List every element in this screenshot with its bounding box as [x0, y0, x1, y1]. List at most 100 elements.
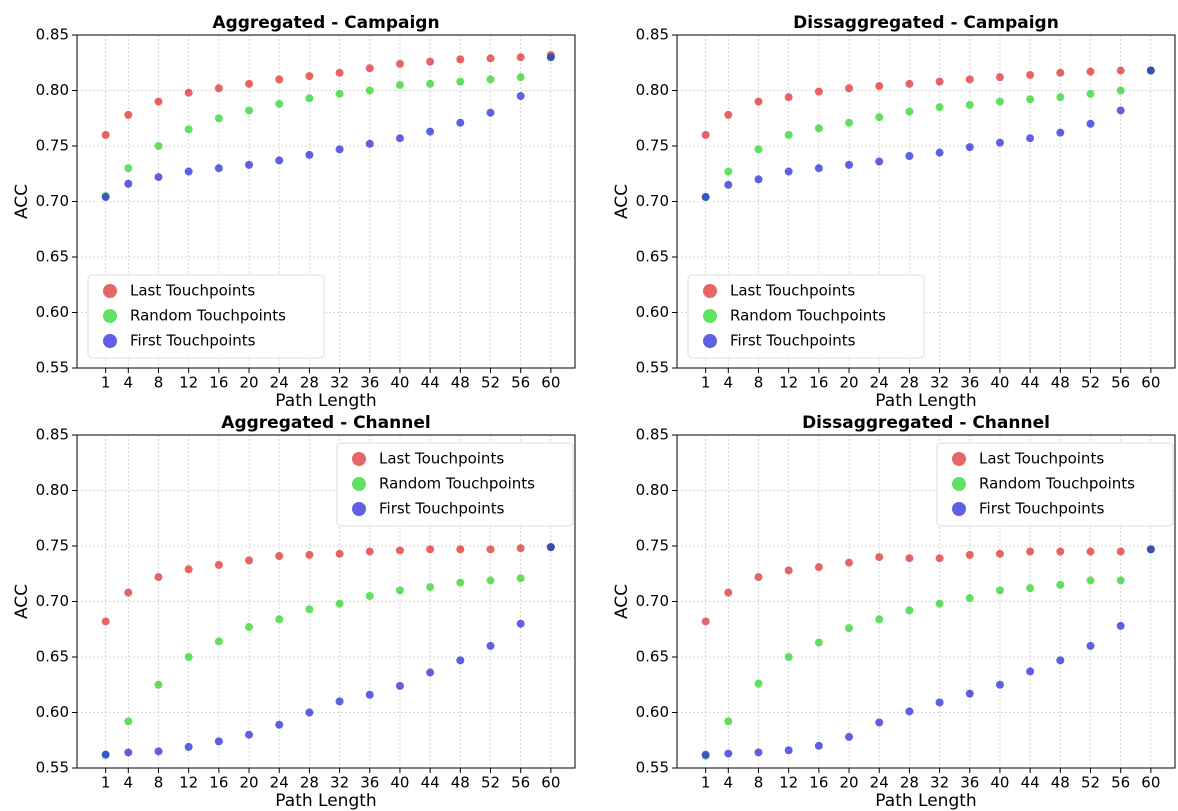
point	[365, 547, 374, 556]
y-tick-label: 0.75	[36, 537, 69, 555]
point	[124, 717, 133, 726]
point	[426, 127, 435, 136]
point	[516, 53, 525, 62]
point	[395, 681, 404, 690]
x-tick-label: 1	[701, 774, 711, 792]
y-tick-label: 0.80	[636, 481, 669, 499]
legend-label: Last Touchpoints	[130, 282, 255, 300]
x-tick-label: 12	[779, 774, 798, 792]
legend-label: First Touchpoints	[979, 500, 1105, 518]
point	[124, 588, 133, 597]
point	[154, 747, 163, 756]
legend: Last Touchpoints Random Touchpoints First …	[87, 274, 325, 359]
point	[935, 77, 944, 86]
point	[456, 55, 465, 64]
point	[365, 139, 374, 148]
x-tick-label: 36	[960, 374, 979, 392]
point	[995, 138, 1004, 147]
point	[546, 543, 555, 552]
point	[1056, 68, 1065, 77]
point	[875, 157, 884, 166]
point	[426, 668, 435, 677]
point	[245, 730, 254, 739]
point	[875, 113, 884, 122]
x-tick-label: 28	[900, 374, 919, 392]
point	[456, 656, 465, 665]
y-tick-label: 0.80	[36, 481, 69, 499]
x-tick-label: 8	[754, 374, 764, 392]
point	[486, 576, 495, 585]
point	[305, 605, 314, 614]
legend: Last Touchpoints Random Touchpoints First …	[687, 274, 925, 359]
point	[995, 97, 1004, 106]
point	[724, 749, 733, 758]
y-tick-label: 0.65	[636, 648, 669, 666]
chart-title: Aggregated - Campaign	[212, 13, 439, 33]
point	[245, 160, 254, 169]
y-tick-label: 0.85	[36, 26, 69, 44]
point	[1056, 547, 1065, 556]
point	[124, 179, 133, 188]
point	[845, 118, 854, 127]
y-tick-label: 0.55	[36, 759, 69, 777]
plot-frame	[76, 434, 576, 769]
legend-box	[687, 274, 925, 359]
point	[546, 53, 555, 62]
point	[905, 151, 914, 160]
x-tick-label: 52	[481, 774, 500, 792]
y-tick-label: 0.70	[636, 192, 669, 210]
point	[124, 164, 133, 173]
point	[516, 574, 525, 583]
point	[905, 554, 914, 563]
chart-title: Dissaggregated - Campaign	[793, 13, 1059, 33]
y-axis-label: ACC	[612, 584, 632, 619]
point	[184, 653, 193, 661]
point	[1086, 67, 1095, 76]
point	[965, 75, 974, 84]
point	[965, 143, 974, 152]
point	[1056, 128, 1065, 137]
x-tick-label: 1	[701, 374, 711, 392]
point	[845, 160, 854, 169]
point	[905, 79, 914, 88]
x-tick-label: 8	[154, 374, 164, 392]
point	[814, 87, 823, 96]
point	[101, 130, 110, 139]
y-tick-label: 0.70	[636, 592, 669, 610]
x-tick-label: 60	[541, 374, 560, 392]
legend-label: Random Touchpoints	[979, 475, 1135, 493]
point	[365, 690, 374, 699]
y-tick-label: 0.65	[36, 248, 69, 266]
point	[456, 77, 465, 86]
subplot: 0.550.600.650.700.750.800.851 4 8 12 16 20 24 2…	[12, 13, 576, 411]
point	[101, 193, 110, 202]
point	[995, 680, 1004, 689]
point	[935, 599, 944, 608]
point	[845, 84, 854, 93]
point	[754, 748, 763, 757]
point	[335, 697, 344, 706]
point	[1116, 547, 1125, 556]
chart-title: Dissaggregated - Channel	[802, 413, 1050, 433]
point	[335, 89, 344, 98]
point	[335, 599, 344, 608]
x-tick-label: 48	[451, 774, 470, 792]
point	[845, 558, 854, 567]
subplot: 0.550.600.650.700.750.800.851 4 8 12 16 20 24 2…	[612, 413, 1176, 811]
legend-label: Last Touchpoints	[730, 282, 855, 300]
point	[724, 588, 733, 597]
point	[875, 553, 884, 562]
point	[814, 741, 823, 750]
point	[965, 550, 974, 559]
point	[701, 750, 710, 759]
point	[784, 746, 793, 755]
x-tick-label: 28	[300, 774, 319, 792]
point	[154, 680, 163, 689]
point	[245, 623, 254, 632]
point	[275, 75, 284, 84]
point	[365, 86, 374, 95]
point	[754, 679, 763, 688]
point	[814, 563, 823, 572]
y-axis-label: ACC	[612, 184, 632, 219]
legend-marker	[703, 334, 717, 348]
